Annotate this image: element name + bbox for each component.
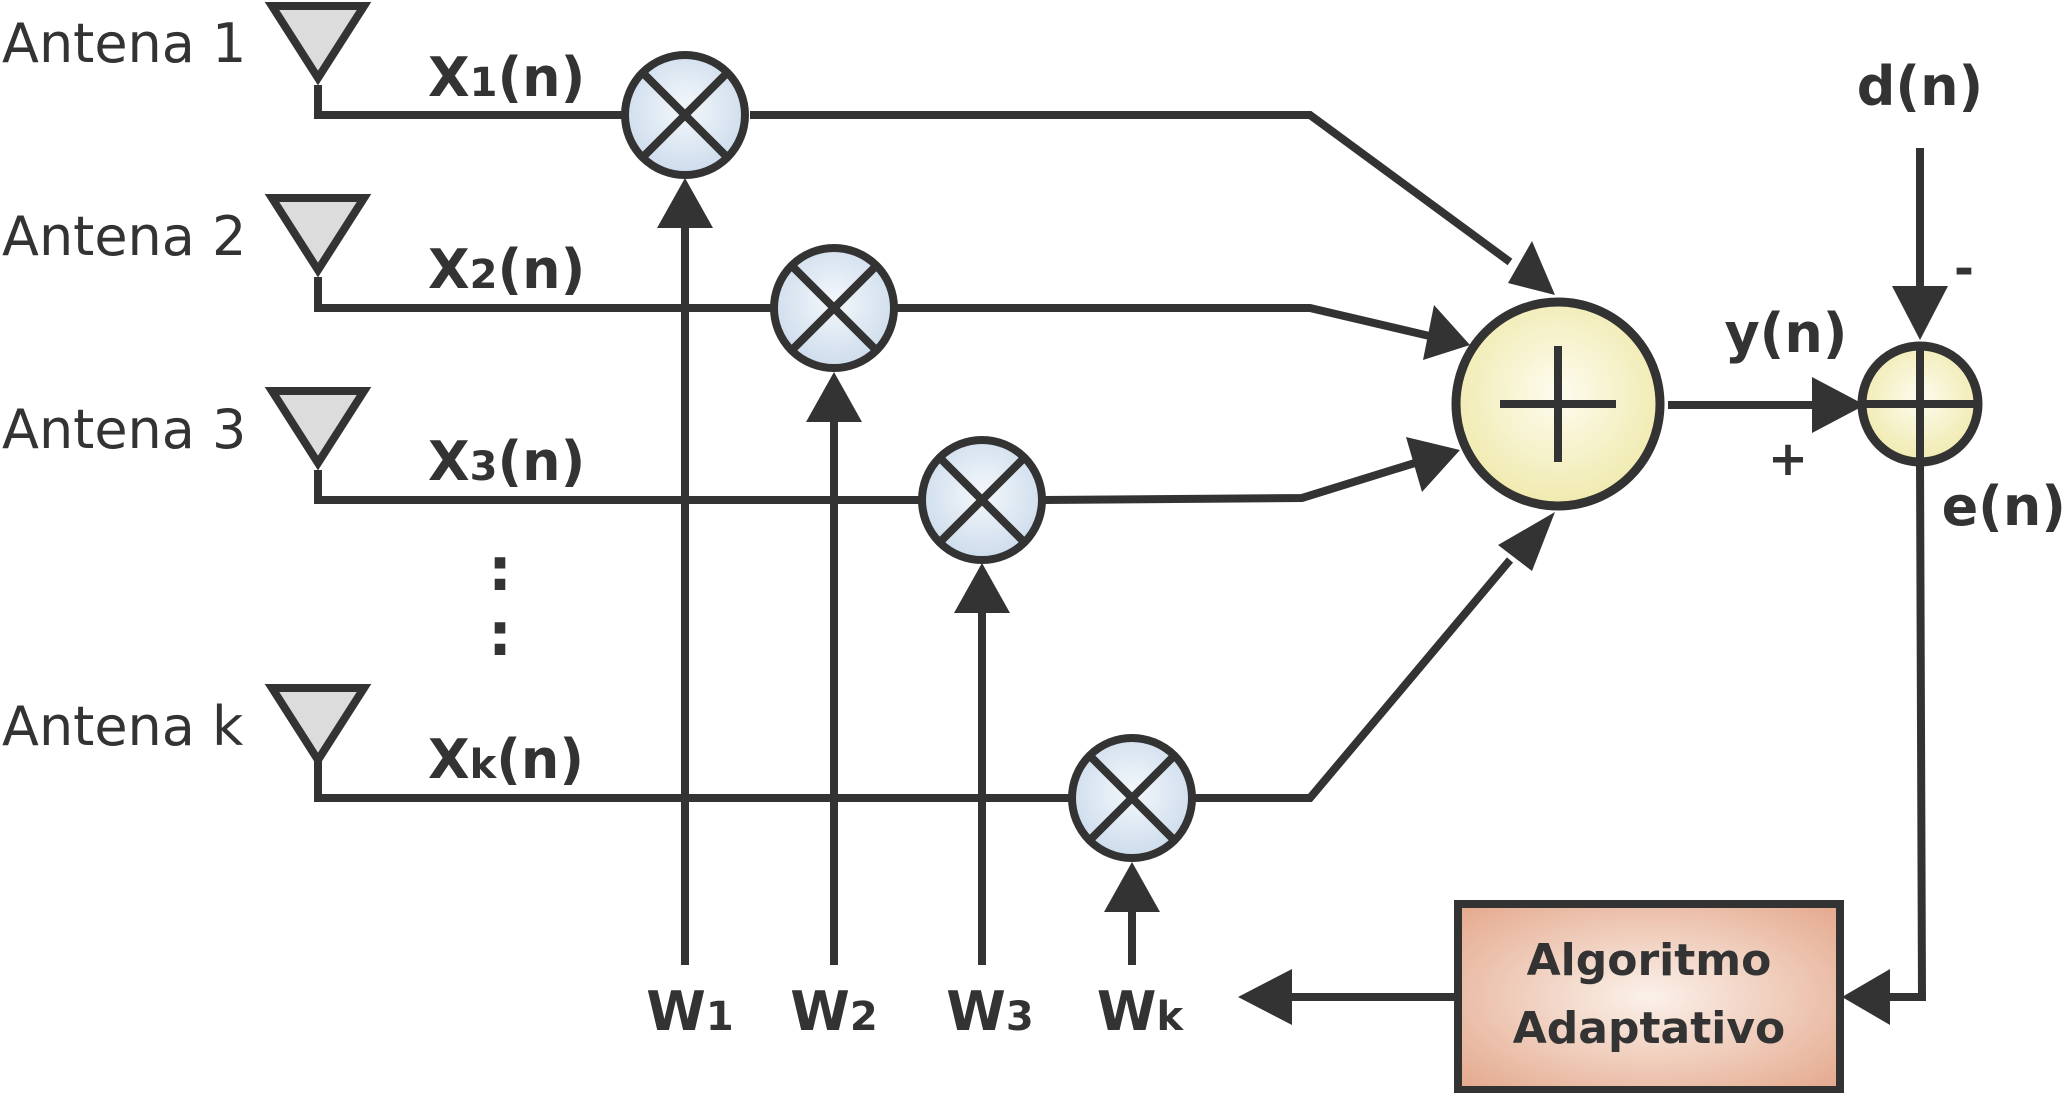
desired-signal-label: d(n) xyxy=(1857,55,1983,118)
arrowhead-weight-3 xyxy=(954,563,1010,613)
weight-label-1: W1 xyxy=(646,980,733,1043)
algorithm-label-line2: Adaptativo xyxy=(1513,1003,1786,1054)
wire-channel-3-out xyxy=(1044,458,1420,504)
multiplier-2 xyxy=(770,244,898,372)
wire-channel-k-out xyxy=(1195,557,1514,802)
arrowhead-channel-1 xyxy=(1508,241,1555,295)
output-signal-label: y(n) xyxy=(1724,302,1847,365)
signal-label-1: X1(n) xyxy=(428,46,585,109)
arrowhead-channel-k xyxy=(1498,512,1555,571)
antenna-2-label: Antena 2 xyxy=(2,205,246,268)
wire-channel-2 xyxy=(314,277,772,312)
wire-channel-k xyxy=(314,760,1070,802)
wire-channel-2-out xyxy=(897,304,1439,342)
wire-channel-1-out xyxy=(750,111,1513,266)
weight-label-3: W3 xyxy=(946,980,1033,1043)
arrowhead-error-into-algorithm xyxy=(1842,969,1890,1025)
signal-label-3: X3(n) xyxy=(428,430,585,493)
arrowhead-weight-2 xyxy=(806,372,862,422)
summer-main xyxy=(1451,297,1665,511)
antenna-2-icon xyxy=(264,194,372,278)
antenna-3-icon xyxy=(264,387,372,471)
arrowhead-summer-output xyxy=(1812,377,1865,433)
adaptive-algorithm-block xyxy=(1454,900,1844,1093)
multiplier-3 xyxy=(918,436,1046,564)
multiplier-1 xyxy=(621,51,749,179)
plus-sign: + xyxy=(1768,431,1808,487)
antenna-3-label: Antena 3 xyxy=(2,398,246,461)
antenna-1-label: Antena 1 xyxy=(2,12,246,75)
wire-error-feedback xyxy=(1885,461,1927,1001)
summer-error xyxy=(1857,341,1983,467)
ellipsis-upper: : xyxy=(488,535,512,605)
wire-channel-3 xyxy=(314,470,920,504)
antenna-k-icon xyxy=(264,684,372,768)
signal-label-k: Xk(n) xyxy=(428,728,584,791)
multiplier-k xyxy=(1068,734,1196,862)
minus-sign: - xyxy=(1954,241,1974,297)
antenna-1-icon xyxy=(264,2,372,86)
signal-label-2: X2(n) xyxy=(428,238,585,301)
antenna-k-label: Antena k xyxy=(2,695,244,758)
error-signal-label: e(n) xyxy=(1942,475,2066,538)
weight-label-k: Wk xyxy=(1097,980,1185,1043)
arrowhead-weights-update xyxy=(1238,969,1292,1025)
arrowhead-channel-2 xyxy=(1423,305,1470,360)
ellipsis-lower: : xyxy=(488,600,512,670)
weight-label-2: W2 xyxy=(790,980,877,1043)
arrowhead-desired xyxy=(1892,286,1948,340)
arrowhead-weight-1 xyxy=(657,178,713,228)
wire-channel-1 xyxy=(314,85,625,119)
arrowhead-weight-k xyxy=(1104,862,1160,912)
algorithm-label-line1: Algoritmo xyxy=(1527,935,1772,986)
arrowhead-channel-3 xyxy=(1406,437,1460,492)
